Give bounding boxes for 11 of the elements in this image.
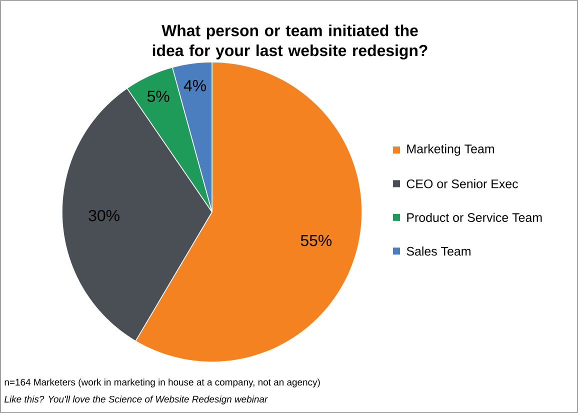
- chart-title: What person or team initiated the idea for your last website redesign?: [152, 24, 428, 60]
- data-label: 5%: [147, 90, 170, 102]
- text: Like this? You'll love the Science of Website Redesign webinar: [4, 396, 268, 404]
- text: n=164 Marketers (work in marketing in house at a company, not an agency): [4, 378, 320, 388]
- legend-label: CEO or Senior Exec: [406, 179, 518, 188]
- legend-label: Sales Team: [406, 246, 470, 256]
- legend-label: Product or Service Team: [407, 212, 542, 222]
- data-label: 4%: [184, 80, 206, 92]
- legend-label: Marketing Team: [407, 144, 494, 156]
- data-label: 55%: [300, 234, 332, 246]
- data-label: 30%: [88, 210, 120, 222]
